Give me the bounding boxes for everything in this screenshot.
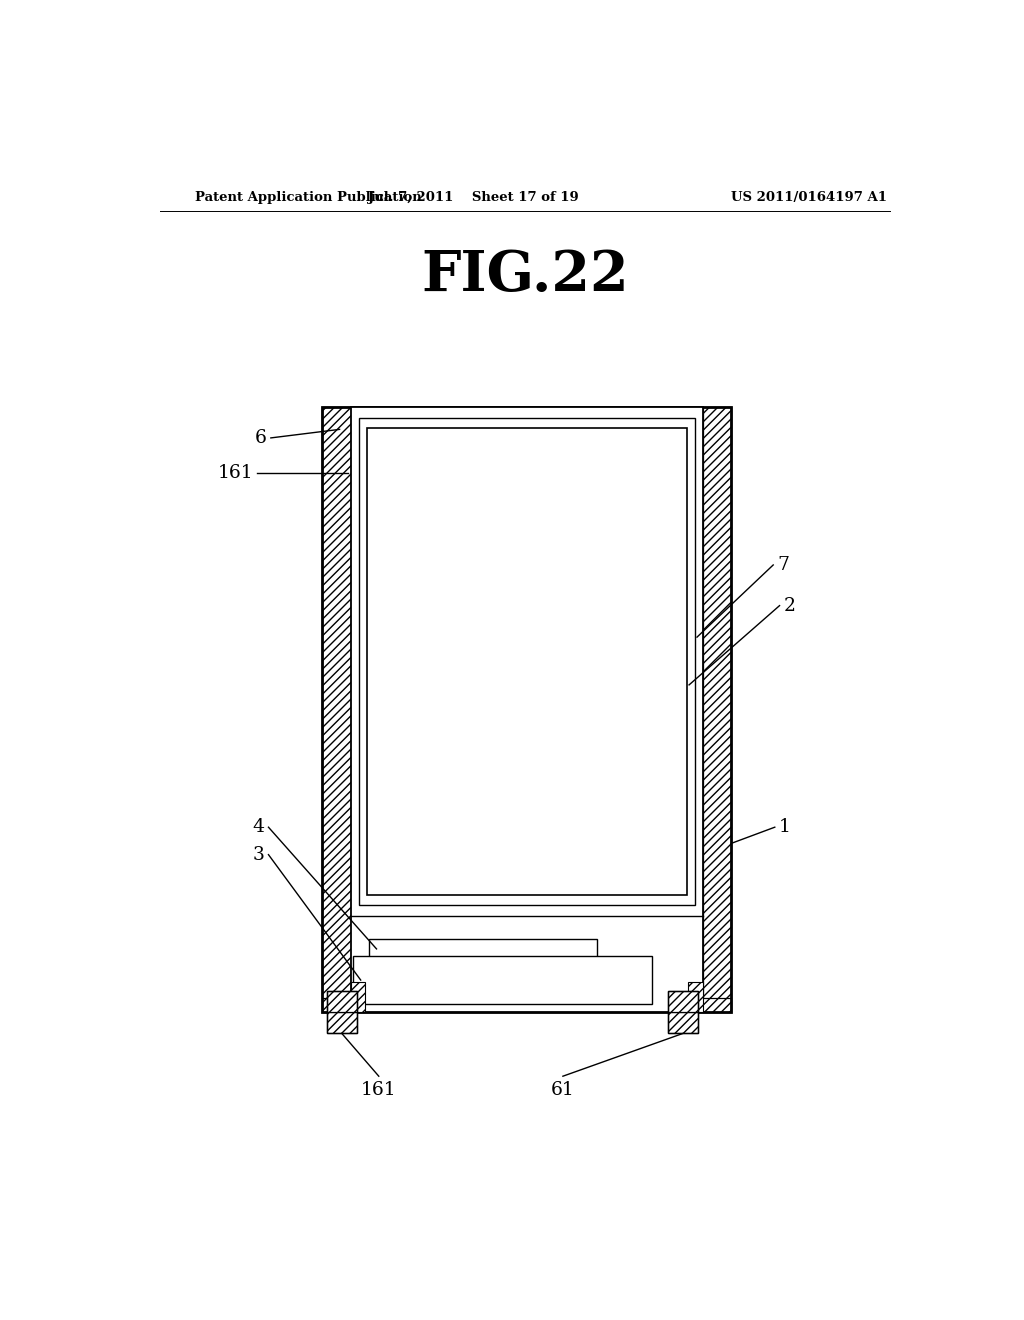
- Text: 3: 3: [253, 846, 264, 863]
- Text: 6: 6: [255, 429, 267, 447]
- Text: 7: 7: [777, 556, 790, 574]
- Bar: [351, 982, 366, 1012]
- Bar: [327, 991, 357, 1012]
- Bar: [352, 956, 651, 1005]
- Bar: [367, 428, 687, 895]
- Text: US 2011/0164197 A1: US 2011/0164197 A1: [731, 191, 887, 205]
- Text: FIG.22: FIG.22: [421, 248, 629, 302]
- Bar: [668, 991, 698, 1034]
- Text: 161: 161: [361, 1081, 396, 1100]
- Bar: [369, 939, 597, 960]
- Bar: [323, 408, 731, 444]
- Text: 1: 1: [778, 818, 791, 836]
- Text: 161: 161: [218, 465, 253, 483]
- Bar: [668, 991, 698, 1012]
- Bar: [702, 408, 731, 1012]
- Bar: [359, 417, 694, 906]
- Bar: [323, 408, 731, 1012]
- Text: 4: 4: [253, 818, 264, 836]
- Bar: [688, 982, 702, 1012]
- Bar: [323, 998, 731, 1012]
- Bar: [668, 1012, 698, 1034]
- Bar: [327, 991, 357, 1034]
- Text: 61: 61: [551, 1081, 574, 1100]
- Text: Jul. 7, 2011    Sheet 17 of 19: Jul. 7, 2011 Sheet 17 of 19: [368, 191, 579, 205]
- Bar: [323, 408, 351, 1012]
- Bar: [327, 1012, 357, 1034]
- Text: 2: 2: [783, 597, 796, 615]
- Text: Patent Application Publication: Patent Application Publication: [196, 191, 422, 205]
- Bar: [351, 408, 702, 1012]
